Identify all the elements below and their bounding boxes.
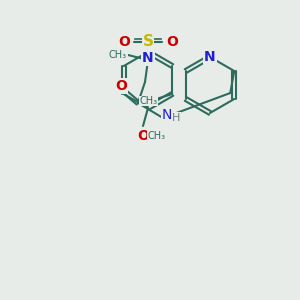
Text: CH₃: CH₃ — [148, 131, 166, 141]
Text: N: N — [162, 108, 172, 122]
Text: N: N — [204, 50, 216, 64]
Text: O: O — [166, 35, 178, 49]
Text: N: N — [142, 51, 154, 65]
Text: O: O — [115, 79, 127, 93]
Text: H: H — [172, 113, 180, 123]
Text: S: S — [142, 34, 154, 50]
Text: CH₃: CH₃ — [139, 96, 157, 106]
Text: O: O — [118, 35, 130, 49]
Text: O: O — [137, 129, 149, 143]
Text: CH₃: CH₃ — [109, 50, 127, 60]
